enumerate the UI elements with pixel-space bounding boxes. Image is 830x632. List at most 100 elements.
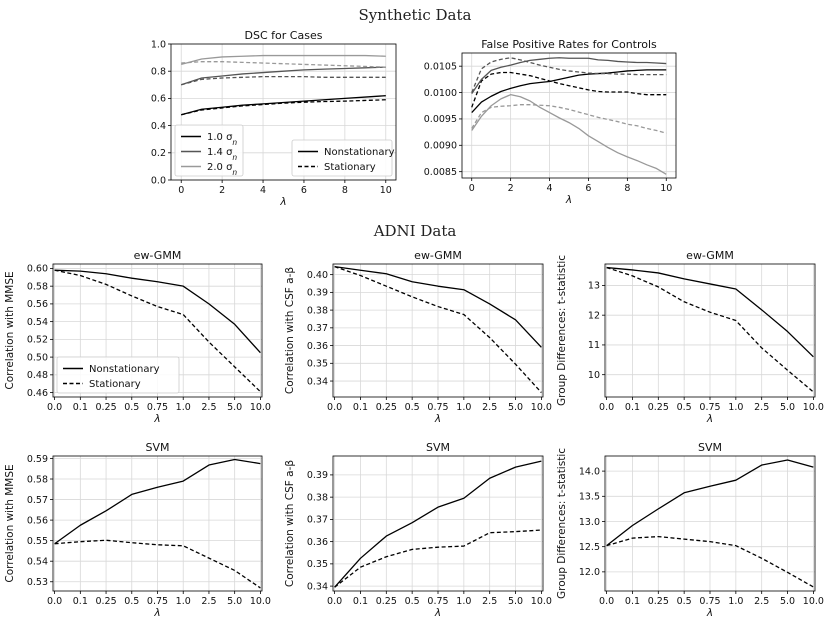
x-tick-label: 0.25 xyxy=(95,402,116,413)
x-tick-label: 10.0 xyxy=(250,402,271,413)
series-line-2-0-n-nonstationary xyxy=(471,94,667,175)
y-tick-label: 0.36 xyxy=(307,341,328,352)
series-line-2-0-n-stationary xyxy=(471,104,667,134)
series-line-1-4-n-nonstationary xyxy=(471,57,667,94)
x-tick-label: 10.0 xyxy=(531,596,552,607)
series-line-stationary xyxy=(334,529,542,588)
y-tick-label: 0.35 xyxy=(307,559,328,570)
x-tick-label: 10.0 xyxy=(531,402,552,413)
x-tick-label: 0.0 xyxy=(599,596,614,607)
series-line-nonstationary xyxy=(54,458,261,545)
y-tick-label: 11 xyxy=(588,340,600,351)
legend: Nonstationary Stationary xyxy=(291,139,395,177)
y-tick-label: 0.0090 xyxy=(424,141,457,152)
y-axis-label: Correlation with CSF a-β xyxy=(284,267,296,394)
x-tick-label: 0.25 xyxy=(95,596,116,607)
legend-label: Nonstationary xyxy=(89,364,160,375)
chart-title: DSC for Cases xyxy=(245,29,323,42)
x-tick-label: 8 xyxy=(342,185,348,196)
y-tick-label: 13.5 xyxy=(579,492,600,503)
x-tick-label: 0.1 xyxy=(73,402,88,413)
y-tick-label: 14.0 xyxy=(579,466,600,477)
y-axis-label: Correlation with MMSE xyxy=(4,464,16,582)
x-tick-label: 10.0 xyxy=(250,596,271,607)
y-tick-label: 0.39 xyxy=(307,288,328,299)
series-line-1-4-n-stationary xyxy=(181,75,386,86)
x-tick-label: 5.0 xyxy=(227,402,242,413)
x-tick-label: 0.75 xyxy=(427,402,448,413)
series-line-1-0-n-stationary xyxy=(181,99,386,116)
series-line-stationary xyxy=(606,535,814,588)
chart-svm_csf: 0.0 0.1 0.25 0.5 0.75 1.0 2.5 5.0 10.0 0.34 0.35 0.… xyxy=(284,441,552,619)
x-tick-label: 2 xyxy=(219,185,225,196)
x-tick-label: 0.75 xyxy=(699,402,720,413)
chart-title: ew-GMM xyxy=(686,249,734,262)
x-tick-label: 0.5 xyxy=(405,596,420,607)
x-axis-label: λ xyxy=(565,194,572,206)
x-axis-label: λ xyxy=(706,413,713,425)
x-tick-label: 2 xyxy=(508,183,514,194)
series-line-nonstationary xyxy=(606,266,814,358)
legend-label: 1.4 σn xyxy=(207,147,237,162)
x-tick-label: 2.5 xyxy=(201,402,216,413)
y-tick-label: 1.0 xyxy=(151,39,166,50)
x-tick-label: 0.5 xyxy=(677,596,692,607)
chart-fpr: 0 2 4 6 8 10 0.0085 0.0090 0.0095 0.0100 0.0105 Fal… xyxy=(424,38,677,206)
x-axis-label: λ xyxy=(434,413,441,425)
legend-label-subscript: n xyxy=(232,138,237,147)
x-tick-label: 5.0 xyxy=(508,596,523,607)
series-line-stationary xyxy=(606,266,814,393)
y-tick-label: 12.0 xyxy=(579,567,600,578)
x-tick-label: 10.0 xyxy=(803,596,824,607)
x-tick-label: 0 xyxy=(469,183,475,194)
x-tick-label: 0.25 xyxy=(648,402,669,413)
chart-title: SVM xyxy=(426,441,450,454)
x-axis-label: λ xyxy=(279,196,286,208)
legend-label-subscript: n xyxy=(232,153,237,162)
x-tick-label: 10.0 xyxy=(803,402,824,413)
y-tick-label: 0.53 xyxy=(27,577,48,588)
x-tick-label: 1.0 xyxy=(176,402,191,413)
y-tick-label: 12 xyxy=(588,310,600,321)
x-axis-label: λ xyxy=(434,607,441,619)
x-tick-label: 0.0 xyxy=(599,402,614,413)
y-axis-label: Group Differences: t-statistic xyxy=(556,448,568,599)
x-tick-label: 1.0 xyxy=(728,596,743,607)
x-axis-label: λ xyxy=(706,607,713,619)
y-tick-label: 0.54 xyxy=(27,557,48,568)
y-tick-label: 0.36 xyxy=(307,537,328,548)
adni-data-title: ADNI Data xyxy=(373,222,457,240)
x-tick-label: 6 xyxy=(585,183,591,194)
y-tick-label: 0.0 xyxy=(151,175,166,186)
legend-label: 1.0 σn xyxy=(207,132,237,147)
x-tick-label: 1.0 xyxy=(176,596,191,607)
legend-label-subscript: n xyxy=(232,168,237,177)
x-tick-label: 1.0 xyxy=(456,596,471,607)
y-tick-label: 0.37 xyxy=(307,515,328,526)
y-tick-label: 0.37 xyxy=(307,323,328,334)
chart-title: SVM xyxy=(146,441,170,454)
x-tick-label: 1.0 xyxy=(728,402,743,413)
chart-svm_tstat: 0.0 0.1 0.25 0.5 0.75 1.0 2.5 5.0 10.0 12.0 12.5 13… xyxy=(556,441,824,619)
series-line-nonstationary xyxy=(334,460,542,588)
x-tick-label: 2.5 xyxy=(754,402,769,413)
y-tick-label: 0.4 xyxy=(151,121,166,132)
x-tick-label: 0.1 xyxy=(73,596,88,607)
x-axis-label: λ xyxy=(153,607,160,619)
y-tick-label: 0.59 xyxy=(27,454,48,465)
series-line-stationary xyxy=(334,266,542,394)
legend-label: Stationary xyxy=(324,162,376,173)
x-tick-label: 0.5 xyxy=(677,402,692,413)
x-tick-label: 2.5 xyxy=(482,596,497,607)
y-tick-label: 0.40 xyxy=(307,270,328,281)
series-line-stationary xyxy=(54,539,261,589)
x-tick-label: 0 xyxy=(178,185,184,196)
chart-title: ew-GMM xyxy=(414,249,462,262)
plot-frame xyxy=(170,43,397,181)
x-tick-label: 8 xyxy=(624,183,630,194)
series-line-nonstationary xyxy=(54,269,261,354)
x-tick-label: 4 xyxy=(547,183,553,194)
legend-box xyxy=(291,139,393,177)
series-line-2-0-n-nonstationary xyxy=(181,54,386,66)
